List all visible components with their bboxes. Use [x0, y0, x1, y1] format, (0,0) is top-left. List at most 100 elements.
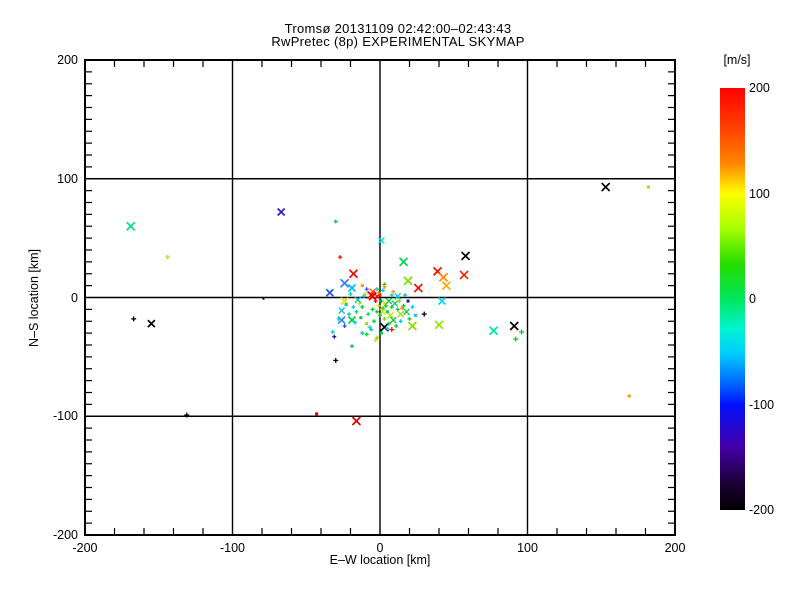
data-point — [347, 312, 352, 317]
data-point — [333, 219, 338, 224]
data-point — [397, 299, 402, 304]
data-point — [441, 281, 451, 291]
data-point — [400, 306, 405, 311]
data-point — [364, 287, 369, 292]
data-point — [366, 312, 371, 317]
colorbar-tick-label: 200 — [749, 81, 770, 95]
colorbar-title: [m/s] — [723, 53, 751, 67]
data-point — [126, 221, 136, 231]
colorbar-tick-label: 100 — [749, 186, 770, 201]
x-axis-label: E–W location [km] — [329, 553, 431, 567]
data-point — [386, 311, 394, 319]
colorbar-tick-label: -200 — [749, 503, 775, 517]
data-point — [438, 272, 449, 282]
data-point — [369, 327, 374, 332]
colorbar-tick-label: 0 — [749, 292, 756, 306]
data-point — [389, 293, 394, 298]
data-point — [147, 319, 156, 328]
data-point — [336, 316, 341, 321]
plot-title-line2: RwPretec (8p) EXPERIMENTAL SKYMAP — [271, 34, 525, 49]
data-point — [406, 299, 410, 303]
data-point — [354, 309, 359, 314]
data-point — [410, 305, 415, 309]
data-point — [373, 338, 378, 343]
data-point — [338, 255, 343, 260]
data-point — [360, 305, 365, 309]
x-tick-label: 200 — [664, 541, 686, 555]
x-tick-label: 100 — [517, 541, 538, 555]
data-point — [394, 292, 402, 300]
data-point — [513, 336, 519, 342]
data-point — [391, 289, 396, 294]
data-point — [367, 325, 372, 330]
colorbar-tick-label: -100 — [749, 397, 775, 412]
data-point — [403, 308, 411, 316]
y-tick-label: -200 — [52, 528, 78, 542]
data-point — [370, 307, 375, 312]
data-point — [459, 270, 469, 280]
data-point — [407, 316, 412, 321]
data-point — [379, 299, 384, 304]
data-point — [338, 307, 346, 315]
data-point — [375, 335, 380, 340]
data-point — [352, 320, 357, 325]
data-point — [382, 284, 387, 289]
data-point — [360, 284, 364, 288]
data-point — [385, 310, 389, 314]
y-tick-label: 200 — [57, 53, 78, 67]
data-point — [360, 331, 365, 336]
data-point — [383, 303, 388, 308]
data-point — [389, 316, 397, 324]
data-point — [349, 344, 354, 349]
data-point — [348, 269, 359, 279]
data-point — [339, 278, 350, 288]
data-point — [413, 313, 417, 317]
data-point — [394, 324, 399, 328]
data-point — [365, 322, 369, 326]
data-point — [372, 319, 377, 324]
data-point — [413, 283, 423, 293]
data-point — [376, 303, 381, 308]
data-point — [348, 291, 353, 296]
data-point — [434, 320, 444, 330]
data-point — [386, 321, 391, 326]
y-axis-label: N–S location [km] — [27, 249, 41, 347]
data-point — [351, 305, 356, 309]
colorbar — [720, 88, 745, 510]
data-point — [519, 329, 525, 335]
data-point — [354, 296, 362, 304]
data-point — [378, 313, 382, 318]
y-tick-label: 0 — [71, 290, 78, 305]
data-point — [397, 310, 405, 318]
data-point — [460, 251, 471, 261]
data-point — [380, 306, 385, 311]
data-point — [382, 316, 387, 321]
data-point — [391, 299, 399, 307]
plot-title-line1: Tromsø 20131109 02:42:00–02:43:43 — [284, 21, 512, 36]
data-point — [342, 324, 347, 328]
data-point — [131, 316, 137, 322]
y-tick-label: 100 — [57, 171, 78, 186]
x-tick-label: -100 — [219, 541, 246, 555]
data-point — [361, 294, 366, 299]
data-point — [646, 185, 650, 189]
data-point — [332, 334, 337, 339]
data-point — [398, 319, 403, 324]
y-tick-label: -100 — [52, 409, 78, 424]
data-point — [380, 288, 385, 293]
data-point — [509, 321, 519, 331]
data-point — [378, 293, 382, 297]
data-point — [379, 308, 387, 316]
data-point — [601, 182, 611, 192]
data-point — [363, 291, 368, 296]
data-point — [325, 288, 334, 297]
data-point — [421, 311, 427, 317]
data-point — [389, 327, 395, 333]
data-point — [347, 283, 357, 293]
data-point — [375, 287, 380, 292]
data-point — [407, 321, 418, 331]
data-point — [401, 303, 406, 308]
data-point — [165, 254, 171, 260]
